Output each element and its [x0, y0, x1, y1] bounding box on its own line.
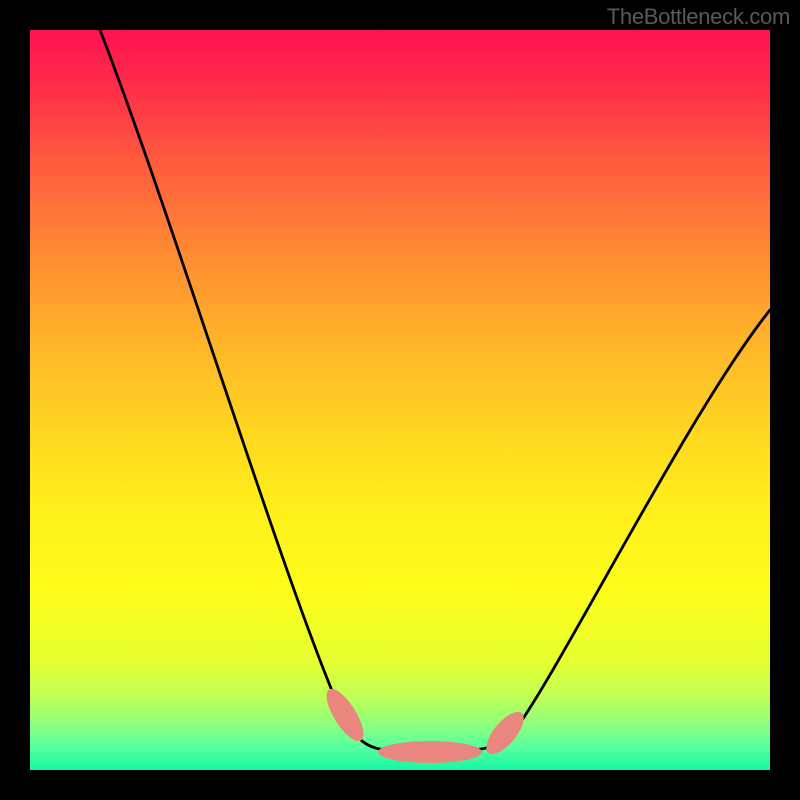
watermark-text: TheBottleneck.com [607, 4, 790, 30]
flat-marker-left [320, 684, 370, 747]
curve-layer [30, 30, 770, 770]
flat-marker-mid [378, 741, 482, 763]
bottleneck-curve [100, 30, 770, 750]
flat-marker-right [480, 706, 530, 760]
plot-area [30, 30, 770, 770]
